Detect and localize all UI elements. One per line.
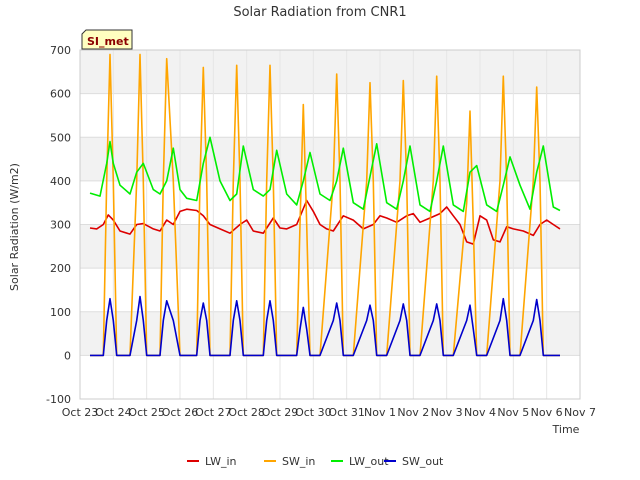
y-tick-label: 0 <box>64 349 71 362</box>
y-axis-label: Solar Radiation (W/m2) <box>8 163 21 291</box>
x-tick-label: Oct 24 <box>95 406 132 419</box>
site-badge-label: SI_met <box>87 35 129 48</box>
y-tick-label: -100 <box>46 393 71 406</box>
chart-title: Solar Radiation from CNR1 <box>233 5 406 20</box>
x-tick-label: Oct 31 <box>328 406 365 419</box>
y-tick-label: 400 <box>50 175 71 188</box>
x-tick-label: Oct 29 <box>262 406 299 419</box>
band-stripe <box>80 50 580 94</box>
x-tick-label: Oct 30 <box>295 406 332 419</box>
y-axis-ticks: -100 0 100 200 300 400 500 600 700 <box>46 44 71 406</box>
series-line-sw-in <box>90 53 560 357</box>
y-tick-label: 300 <box>50 219 71 232</box>
x-tick-label: Oct 27 <box>195 406 232 419</box>
plot-frame <box>79 49 581 400</box>
x-tick-label: Nov 5 <box>497 406 529 419</box>
band-stripe <box>80 311 580 356</box>
site-badge-box <box>81 29 133 50</box>
x-tick-label: Oct 28 <box>228 406 265 419</box>
x-axis-label: Time <box>552 423 580 436</box>
x-tick-label: Nov 7 <box>564 406 596 419</box>
legend-label: LW_out <box>349 455 389 468</box>
series-line-sw-out <box>90 295 560 357</box>
legend-label: SW_out <box>402 455 444 468</box>
y-tick-label: 100 <box>50 306 71 319</box>
x-tick-label: Nov 2 <box>397 406 429 419</box>
site-badge: SI_met <box>81 29 133 50</box>
x-tick-label: Nov 6 <box>531 406 563 419</box>
y-tick-label: 600 <box>50 88 71 101</box>
x-tick-label: Nov 1 <box>364 406 396 419</box>
y-tick-label: 700 <box>50 44 71 57</box>
y-tick-label: 200 <box>50 262 71 275</box>
series-line-lw-in <box>89 199 561 245</box>
series-line-lw-out <box>89 136 561 213</box>
x-tick-label: Nov 3 <box>431 406 463 419</box>
y-tick-label: 500 <box>50 131 71 144</box>
series-lines <box>89 53 561 357</box>
x-tick-label: Oct 25 <box>128 406 165 419</box>
x-tick-label: Oct 23 <box>62 406 99 419</box>
x-tick-label: Nov 4 <box>464 406 496 419</box>
legend-label: LW_in <box>205 455 237 468</box>
legend: LW_in SW_in LW_out SW_out <box>187 455 444 468</box>
x-tick-label: Oct 26 <box>162 406 199 419</box>
legend-label: SW_in <box>282 455 315 468</box>
